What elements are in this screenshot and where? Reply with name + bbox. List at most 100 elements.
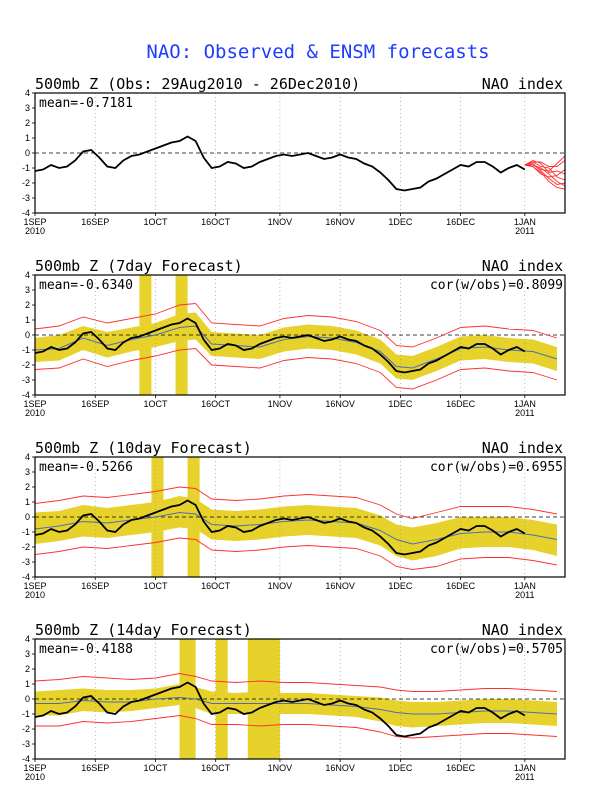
y-tick-label: -3 [22, 557, 30, 567]
panels: 500mb Z (Obs: 29Aug2010 - 26Dec2010) NAO … [22, 75, 566, 782]
x-tick-label: 16NOV [325, 217, 355, 227]
missing-span-2 [215, 639, 228, 759]
spread-lower-line [35, 348, 558, 390]
y-tick-label: 4 [25, 270, 30, 280]
forecast-mean-line [35, 511, 558, 545]
mean-label: mean=-0.6340 [39, 278, 133, 293]
y-tick-label: -2 [22, 724, 30, 734]
y-tick-label: -1 [22, 527, 30, 537]
panel-3: 500mb Z (10day Forecast) NAO index mean=-0… [22, 439, 566, 600]
panel-title: 500mb Z (10day Forecast) [35, 439, 252, 457]
x-tick-label: 16DEC [446, 581, 476, 591]
x-tick-label: 1NOV [268, 399, 293, 409]
y-tick-label: 1 [25, 497, 30, 507]
missing-span-1 [179, 639, 196, 759]
panel-2: 500mb Z (7day Forecast) NAO index mean=-0.… [22, 257, 566, 418]
figure-title: NAO: Observed & ENSM forecasts [146, 41, 489, 63]
x-tick-label: 1SEP [23, 763, 46, 773]
y-tick-label: -2 [22, 542, 30, 552]
y-tick-label: -4 [22, 208, 30, 218]
ensemble-member-6 [524, 160, 565, 167]
x-tick-label: 1OCT [143, 581, 168, 591]
y-tick-label: -3 [22, 193, 30, 203]
y-tick-label: 1 [25, 315, 30, 325]
x-tick-year: 2011 [515, 772, 534, 782]
x-tick-label: 1JAN [514, 399, 536, 409]
x-tick-label: 16SEP [81, 399, 109, 409]
x-tick-label: 1DEC [388, 399, 413, 409]
x-tick-year: 2011 [515, 226, 534, 236]
x-tick-year: 2011 [515, 590, 534, 600]
spread-upper-line [35, 303, 558, 348]
spread-upper-line [35, 673, 557, 692]
x-tick-label: 1NOV [268, 581, 293, 591]
ensemble-member-3 [524, 160, 565, 175]
y-tick-label: -3 [22, 739, 30, 749]
correlation-label: cor(w/obs)=0.8099 [430, 278, 563, 293]
mean-label: mean=-0.4188 [39, 642, 133, 657]
y-tick-label: 0 [25, 330, 30, 340]
y-tick-label: 4 [25, 634, 30, 644]
panel-title: 500mb Z (7day Forecast) [35, 257, 243, 275]
y-tick-label: 4 [25, 452, 30, 462]
x-tick-label: 16NOV [325, 763, 355, 773]
x-tick-label: 1NOV [268, 217, 293, 227]
ensemble-member-4 [524, 163, 565, 185]
panel-title: 500mb Z (14day Forecast) [35, 621, 252, 639]
ensemble-member-8 [524, 164, 565, 190]
x-tick-label: 1OCT [143, 217, 168, 227]
ensemble-member-7 [524, 155, 565, 172]
x-tick-label: 16OCT [201, 763, 231, 773]
x-tick-label: 16OCT [201, 581, 231, 591]
observed-line [35, 135, 526, 192]
x-tick-label: 1NOV [268, 763, 293, 773]
index-label: NAO index [482, 75, 563, 93]
x-tick-year: 2010 [25, 408, 45, 418]
x-tick-label: 1SEP [23, 399, 46, 409]
x-tick-label: 16NOV [325, 581, 355, 591]
y-tick-label: 3 [25, 467, 30, 477]
forecast-band [35, 312, 557, 380]
panel-4: 500mb Z (14day Forecast) NAO index mean=-0… [22, 621, 566, 782]
y-tick-label: 3 [25, 285, 30, 295]
index-label: NAO index [482, 621, 563, 639]
y-tick-label: 3 [25, 103, 30, 113]
y-tick-label: -4 [22, 572, 30, 582]
x-tick-label: 16DEC [446, 763, 476, 773]
plot-area [35, 639, 565, 759]
spread-lower-line [35, 537, 558, 570]
y-tick-label: 2 [25, 664, 30, 674]
y-tick-label: -4 [22, 390, 30, 400]
plot-area [35, 93, 565, 213]
panel-1: 500mb Z (Obs: 29Aug2010 - 26Dec2010) NAO … [22, 75, 566, 236]
y-tick-label: 4 [25, 88, 30, 98]
y-tick-label: 1 [25, 679, 30, 689]
x-tick-label: 16SEP [81, 581, 109, 591]
x-tick-year: 2010 [25, 590, 45, 600]
mean-label: mean=-0.5266 [39, 460, 133, 475]
x-tick-label: 1DEC [388, 581, 413, 591]
panel-title: 500mb Z (Obs: 29Aug2010 - 26Dec2010) [35, 75, 360, 93]
plot-area [35, 457, 565, 577]
x-tick-label: 1OCT [143, 763, 168, 773]
y-tick-label: 2 [25, 300, 30, 310]
correlation-label: cor(w/obs)=0.5705 [430, 642, 563, 657]
spread-lower-line [35, 715, 557, 739]
plot-area [35, 275, 565, 395]
x-tick-label: 1DEC [388, 763, 413, 773]
y-tick-label: -2 [22, 360, 30, 370]
y-tick-label: 0 [25, 512, 30, 522]
y-tick-label: -1 [22, 163, 30, 173]
x-tick-label: 16OCT [201, 217, 231, 227]
y-tick-label: -4 [22, 754, 30, 764]
mean-label: mean=-0.7181 [39, 96, 133, 111]
x-tick-label: 16OCT [201, 399, 231, 409]
x-tick-label: 1JAN [514, 217, 536, 227]
forecast-band [35, 496, 557, 561]
x-tick-label: 1JAN [514, 581, 536, 591]
spread-upper-line [35, 486, 558, 519]
y-tick-label: 2 [25, 118, 30, 128]
x-tick-year: 2011 [515, 408, 534, 418]
x-tick-label: 16SEP [81, 763, 109, 773]
